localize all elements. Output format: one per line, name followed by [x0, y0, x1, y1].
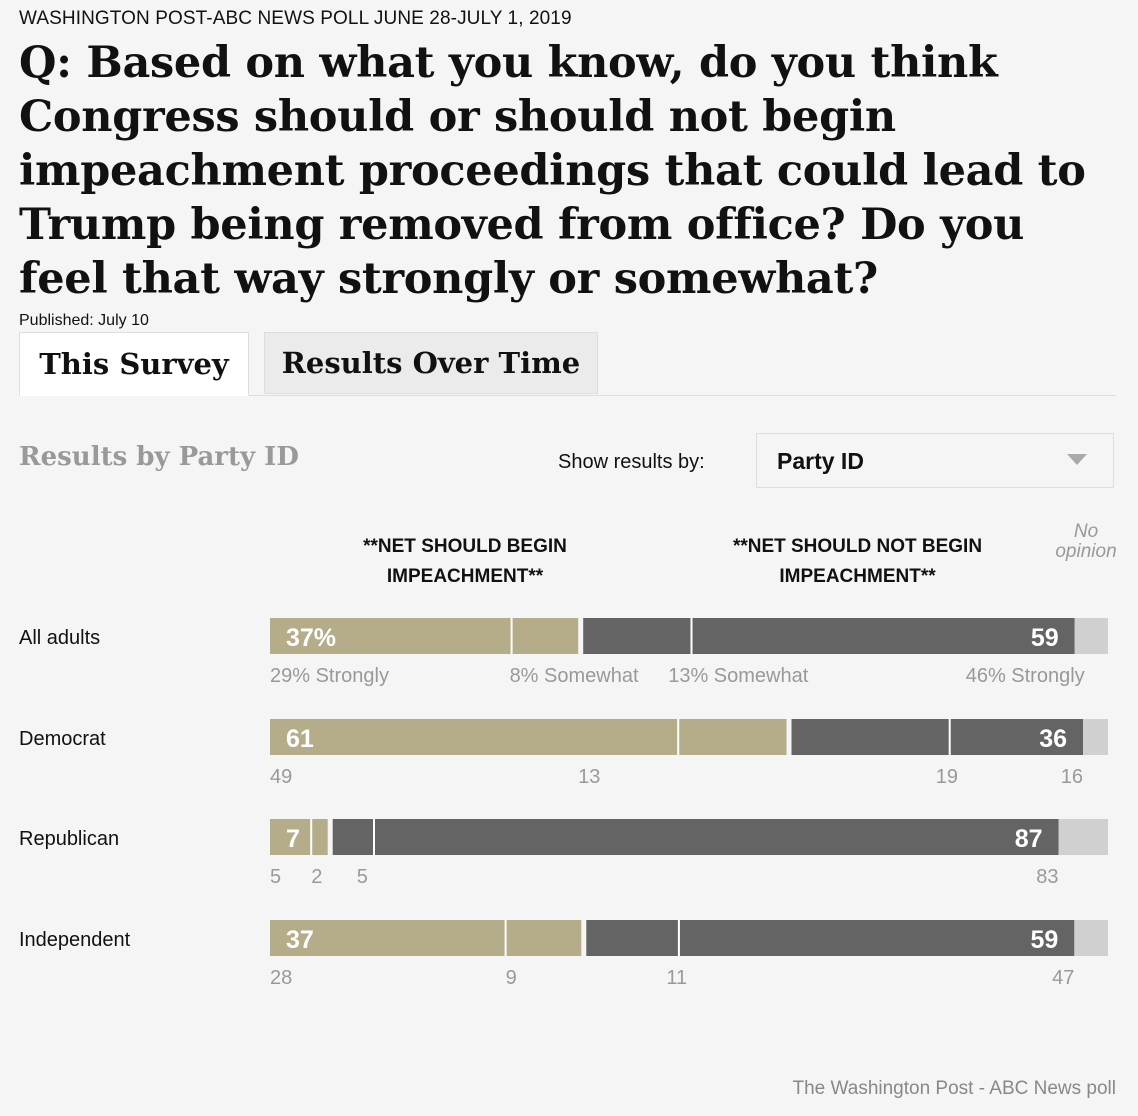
sub-label: 28 [270, 967, 292, 989]
tab-results-over-time[interactable]: Results Over Time [264, 332, 598, 394]
source-credit: The Washington Post - ABC News poll [792, 1078, 1117, 1099]
net-begin-label: 61 [286, 725, 314, 753]
sub-label: 8% Somewhat [510, 665, 639, 687]
sub-label: 2 [311, 866, 322, 888]
tab-bar: This Survey Results Over Time [19, 332, 1116, 396]
sub-label: 5 [357, 866, 368, 888]
bar-segment [583, 618, 692, 654]
net-not-begin-label: 59 [1031, 624, 1059, 652]
bar-segment [586, 920, 679, 956]
tab-this-survey[interactable]: This Survey [19, 332, 249, 396]
net-begin-label: 7 [286, 825, 300, 853]
sub-label: 11 [666, 967, 687, 989]
bar-segment [270, 819, 312, 855]
row-label: Independent [19, 929, 131, 951]
published-date: Published: July 10 [19, 312, 149, 329]
bar-segment [1074, 920, 1108, 956]
segment-divider [510, 618, 513, 654]
bar-segment [691, 618, 1075, 654]
sub-label: 13% Somewhat [668, 665, 809, 687]
sub-label: 46% Strongly [966, 665, 1085, 687]
bar-segment [332, 819, 374, 855]
segment-divider [677, 920, 680, 956]
sub-label: 49 [270, 766, 292, 788]
bar-segment [511, 618, 579, 654]
group-by-select[interactable]: Party ID [756, 433, 1114, 488]
net-not-begin-label: 87 [1015, 825, 1043, 853]
chevron-down-icon [1067, 454, 1087, 465]
bar-segment [1083, 719, 1108, 755]
bar-segment [791, 719, 950, 755]
row-label: All adults [19, 627, 100, 649]
net-not-begin-label: 36 [1039, 725, 1067, 753]
section-title: Results by Party ID [19, 442, 299, 472]
segment-divider [690, 618, 693, 654]
bar-segment [270, 618, 512, 654]
sub-label: 29% Strongly [270, 665, 389, 687]
select-value: Party ID [777, 448, 864, 474]
column-header-no-opinion: No opinion [1055, 521, 1117, 562]
row-label: Republican [19, 828, 119, 850]
sub-label: 16 [1061, 766, 1083, 788]
sub-label: 9 [506, 967, 517, 989]
net-not-begin-label: 59 [1031, 926, 1059, 954]
bar-segment [678, 920, 1075, 956]
bar-segment [678, 719, 787, 755]
column-header-begin: **NET SHOULD BEGIN IMPEACHMENT** [363, 536, 567, 587]
sub-label: 19 [936, 766, 958, 788]
segment-divider [677, 719, 680, 755]
segment-divider [310, 819, 313, 855]
sub-label: 47 [1052, 967, 1074, 989]
show-results-label: Show results by: [558, 451, 705, 473]
bar-segment [1074, 618, 1108, 654]
bar-segment [270, 719, 679, 755]
net-begin-label: 37% [286, 624, 336, 652]
bar-segment [270, 920, 506, 956]
sub-label: 83 [1036, 866, 1058, 888]
sub-label: 5 [270, 866, 281, 888]
bar-segment [949, 719, 1083, 755]
net-begin-label: 37 [286, 926, 314, 954]
question-headline: Q: Based on what you know, do you think … [19, 38, 1086, 304]
bar-segment [374, 819, 1059, 855]
bar-segment [1058, 819, 1108, 855]
sub-label: 13 [578, 766, 600, 788]
row-label: Democrat [19, 728, 106, 750]
poll-kicker: WASHINGTON POST-ABC NEWS POLL JUNE 28-JU… [19, 8, 572, 29]
bar-segment [311, 819, 328, 855]
segment-divider [373, 819, 375, 855]
bar-segment [505, 920, 582, 956]
column-header-not-begin: **NET SHOULD NOT BEGIN IMPEACHMENT** [732, 536, 983, 587]
segment-divider [948, 719, 951, 755]
segment-divider [504, 920, 507, 956]
